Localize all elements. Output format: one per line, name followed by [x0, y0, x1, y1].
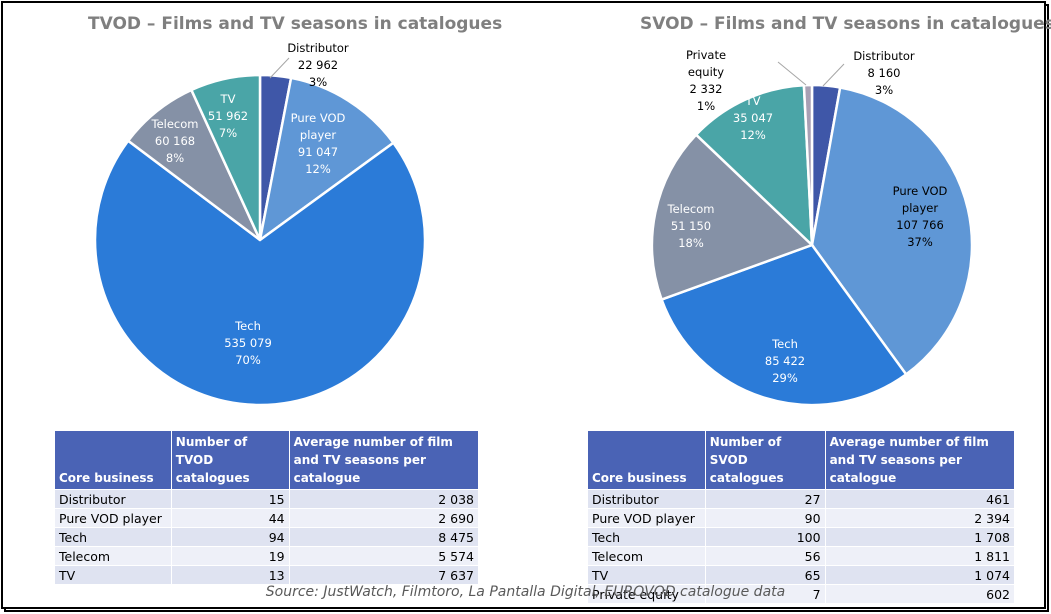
tvod-cell-catalogue-count: 13: [170, 565, 290, 585]
table-row: Distributor 27 461: [587, 489, 1016, 509]
tvod-cell-average-titles: 7 637: [288, 565, 480, 585]
table-row: Tech 100 1 708: [587, 527, 1016, 547]
tvod-pie: Distributor 22 962 3% Pure VOD player 91 047 1…: [93, 41, 427, 407]
tvod-cell-core-business: Pure VOD player: [54, 508, 172, 528]
tvod-cell-average-titles: 8 475: [288, 527, 480, 547]
svod-cell-core-business: Telecom: [587, 546, 706, 566]
tvod-cell-core-business: Telecom: [54, 546, 172, 566]
table-row: Distributor 15 2 038: [54, 489, 480, 509]
svod-chart-title: SVOD – Films and TV seasons in catalogue…: [640, 14, 1051, 34]
svod-slice-tv: [694, 83, 814, 249]
tvod-table: Core business Number of TVOD catalogues …: [54, 430, 480, 585]
tvod-label-pure-vod-player: Pure VOD player 91 047 12%: [291, 111, 346, 176]
tvod-label-telecom: Telecom 60 168 8%: [151, 117, 199, 165]
table-row: TV 65 1 074: [587, 565, 1016, 585]
svod-table: Core business Number of SVOD catalogues …: [587, 430, 1016, 604]
tvod-cell-catalogue-count: 19: [170, 546, 290, 566]
svod-label-distributor: Distributor 8 160 3%: [853, 49, 915, 97]
tvod-label-tv: TV 51 962 7%: [208, 92, 248, 140]
tvod-cell-core-business: Distributor: [54, 489, 172, 509]
tvod-cell-average-titles: 2 690: [288, 508, 480, 528]
tvod-cell-catalogue-count: 94: [170, 527, 290, 547]
svod-cell-average-titles: 602: [824, 584, 1016, 604]
tvod-col-header-core: Core business: [54, 430, 172, 490]
svod-cell-core-business: Private equity: [587, 584, 706, 604]
svod-cell-catalogue-count: 100: [704, 527, 826, 547]
svod-cell-catalogue-count: 27: [704, 489, 826, 509]
svod-label-tv: TV 35 047 12%: [733, 94, 773, 142]
svod-leader-private-equity: [777, 61, 807, 86]
svod-cell-catalogue-count: 7: [704, 584, 826, 604]
table-row: Pure VOD player 44 2 690: [54, 508, 480, 528]
tvod-leader-distributor: [269, 57, 290, 79]
tvod-label-tech: Tech 535 079 70%: [224, 319, 272, 367]
svod-cell-core-business: Pure VOD player: [587, 508, 706, 528]
tvod-col-header-avg: Average number of film and TV seasons pe…: [288, 430, 480, 490]
tvod-chart-title: TVOD – Films and TV seasons in catalogue…: [88, 14, 503, 34]
tvod-cell-catalogue-count: 15: [170, 489, 290, 509]
source-note: Source: JustWatch, Filmtoro, La Pantalla…: [265, 584, 786, 600]
svod-cell-core-business: TV: [587, 565, 706, 585]
table-row: Private equity 7 602: [587, 584, 1016, 604]
svod-cell-catalogue-count: 90: [704, 508, 826, 528]
svod-slice-telecom: [650, 132, 815, 302]
tvod-slice-tech: [93, 139, 427, 407]
tvod-cell-catalogue-count: 44: [170, 508, 290, 528]
table-row: TV 13 7 637: [54, 565, 480, 585]
table-row: Telecom 19 5 574: [54, 546, 480, 566]
table-row: Pure VOD player 90 2 394: [587, 508, 1016, 528]
table-row: Telecom 56 1 811: [587, 546, 1016, 566]
svod-label-private-equity: Private equity 2 332 1%: [686, 48, 726, 113]
svod-leader-distributor: [822, 63, 845, 87]
tvod-slice-pure-vod-player: [258, 76, 396, 243]
svod-cell-core-business: Tech: [587, 527, 706, 547]
tvod-col-header-count: Number of TVOD catalogues: [170, 430, 290, 490]
tvod-cell-core-business: TV: [54, 565, 172, 585]
svod-cell-average-titles: 461: [824, 489, 1016, 509]
svod-cell-core-business: Distributor: [587, 489, 706, 509]
svod-col-header-core: Core business: [587, 430, 706, 490]
svod-cell-catalogue-count: 56: [704, 546, 826, 566]
svod-label-telecom: Telecom 51 150 18%: [667, 202, 715, 250]
svod-cell-average-titles: 1 708: [824, 527, 1016, 547]
svod-cell-average-titles: 1 811: [824, 546, 1016, 566]
tvod-slice-tv: [189, 73, 262, 241]
tvod-cell-core-business: Tech: [54, 527, 172, 547]
svod-pie: Distributor 8 160 3% Pure VOD player 107 766 3…: [650, 48, 974, 407]
svod-slice-pure-vod-player: [810, 86, 974, 377]
svod-label-tech: Tech 85 422 29%: [765, 337, 805, 385]
tvod-cell-average-titles: 5 574: [288, 546, 480, 566]
table-row: Tech 94 8 475: [54, 527, 480, 547]
svod-cell-catalogue-count: 65: [704, 565, 826, 585]
svod-cell-average-titles: 1 074: [824, 565, 1016, 585]
svod-col-header-count: Number of SVOD catalogues: [704, 430, 826, 490]
svod-slice-tech: [659, 243, 908, 407]
tvod-cell-average-titles: 2 038: [288, 489, 480, 509]
svod-slice-private-equity: [802, 83, 814, 246]
tvod-label-distributor: Distributor 22 962 3%: [287, 41, 349, 89]
svod-cell-average-titles: 2 394: [824, 508, 1016, 528]
svod-label-pure-vod-player: Pure VOD player 107 766 37%: [893, 184, 948, 249]
svod-col-header-avg: Average number of film and TV seasons pe…: [824, 430, 1016, 490]
